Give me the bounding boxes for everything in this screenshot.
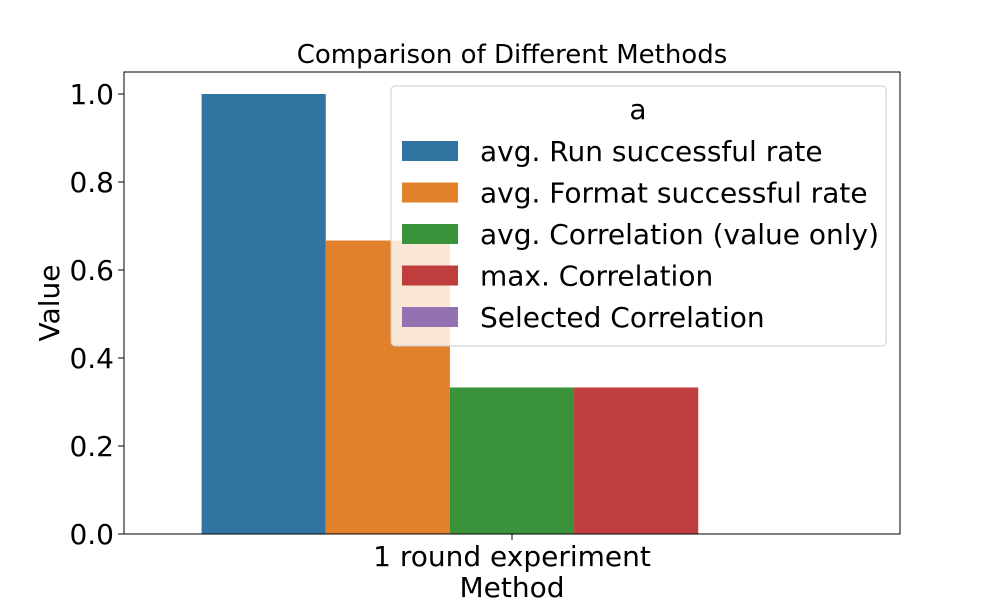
x-axis-label: Method [459,571,564,600]
y-axis-label: Value [33,265,66,342]
y-tick-label: 0.2 [69,430,114,463]
legend-swatch [402,182,458,203]
legend-label: Selected Correlation [480,301,765,334]
chart-title: Comparison of Different Methods [297,40,728,70]
y-tick-label: 0.0 [69,518,114,551]
y-tick-label: 1.0 [69,78,114,111]
legend-label: avg. Format successful rate [480,177,868,210]
y-axis: 0.0 0.2 0.4 0.6 0.8 1.0 [69,78,124,551]
legend-label: max. Correlation [480,260,713,293]
y-tick-label: 0.8 [69,166,114,199]
legend-swatch [402,307,458,327]
x-axis: 1 round experiment [373,534,651,573]
y-tick-label: 0.6 [69,254,114,287]
x-tick-label: 1 round experiment [373,540,651,573]
legend-swatch [402,265,458,286]
legend-swatch [402,224,458,244]
legend-swatch [402,141,458,161]
bar [574,387,699,534]
legend-label: avg. Run successful rate [480,135,823,168]
y-tick-label: 0.4 [69,342,114,375]
bar [201,94,326,534]
legend-label: avg. Correlation (value only) [480,218,879,251]
legend-frame [390,85,887,347]
legend-title: a [629,93,646,126]
legend: a avg. Run successful rate avg. Format su… [390,85,887,347]
bar [449,387,575,534]
